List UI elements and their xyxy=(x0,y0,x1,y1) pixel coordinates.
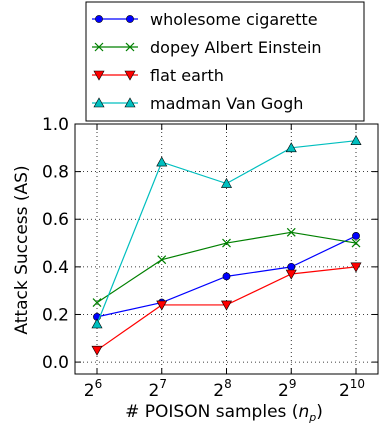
legend-marker xyxy=(94,42,104,52)
series-madman-van-gogh xyxy=(91,135,362,329)
data-point-dopey-albert-einstein xyxy=(92,298,102,307)
x-tick-label: 210 xyxy=(339,377,365,401)
x-marker-stroke xyxy=(94,42,104,52)
x-tick-exponent: 8 xyxy=(224,377,232,391)
y-tick-label: 1.0 xyxy=(42,115,69,135)
x-tick-base: 2 xyxy=(149,381,160,401)
series-layer xyxy=(91,135,362,356)
data-point-dopey-albert-einstein xyxy=(222,238,231,248)
x-tick-exponent: 6 xyxy=(95,377,103,391)
data-point-madman-van-gogh xyxy=(220,177,233,188)
x-marker-stroke xyxy=(286,227,296,237)
data-point-flat-earth xyxy=(350,262,362,273)
legend-label: wholesome cigarette xyxy=(150,10,318,29)
legend-marker xyxy=(93,70,105,81)
x-tick-base: 2 xyxy=(278,381,289,401)
legend-marker xyxy=(93,97,105,108)
legend-marker xyxy=(124,97,136,108)
x-axis-label: # POISON samples (np) xyxy=(125,402,323,424)
x-axis-label-close: ) xyxy=(316,402,323,422)
data-point-dopey-albert-einstein xyxy=(286,227,296,237)
series-dopey-albert-einstein xyxy=(92,227,361,307)
legend: wholesome cigarette dopey Albert Einstein… xyxy=(85,1,365,122)
data-point-madman-van-gogh xyxy=(350,135,362,145)
legend-entry-dopey-albert-einstein: dopey Albert Einstein xyxy=(92,38,322,57)
legend-label: flat earth xyxy=(150,66,224,85)
data-point-madman-van-gogh xyxy=(91,318,103,329)
x-tick-base: 2 xyxy=(84,381,95,401)
x-marker-stroke xyxy=(125,42,135,52)
x-marker-stroke xyxy=(222,238,231,248)
y-tick-label: 0.2 xyxy=(42,305,69,325)
x-axis-label-text: # POISON samples ( xyxy=(125,402,298,422)
legend-marker xyxy=(126,15,134,23)
data-point-flat-earth xyxy=(156,300,168,311)
legend-entry-madman-van-gogh: madman Van Gogh xyxy=(92,94,303,113)
x-tick-exponent: 10 xyxy=(350,377,365,391)
legend-entry-flat-earth: flat earth xyxy=(92,66,224,85)
x-axis-label-var: n xyxy=(298,402,309,422)
x-tick-base: 2 xyxy=(339,381,350,401)
y-tick-label: 0.0 xyxy=(42,353,69,373)
legend-label: dopey Albert Einstein xyxy=(150,38,322,57)
y-tick-label: 0.6 xyxy=(42,210,69,230)
y-axis-label: Attack Success (AS) xyxy=(12,165,32,334)
y-tick-label: 0.8 xyxy=(42,163,69,183)
series-flat-earth xyxy=(91,262,362,356)
data-point-flat-earth xyxy=(285,269,297,280)
x-tick-label: 26 xyxy=(84,377,102,401)
legend-marker xyxy=(125,42,135,52)
data-point-dopey-albert-einstein xyxy=(351,238,361,248)
legend-marker xyxy=(95,15,103,23)
x-tick-label: 28 xyxy=(213,377,231,401)
data-point-wholesome-cigarette xyxy=(287,262,296,271)
legend-label: madman Van Gogh xyxy=(150,94,303,113)
x-marker-stroke xyxy=(157,255,167,265)
data-point-madman-van-gogh xyxy=(156,156,168,167)
grid-lines xyxy=(75,123,378,374)
legend-entry-wholesome-cigarette: wholesome cigarette xyxy=(92,10,318,29)
data-point-wholesome-cigarette xyxy=(222,272,231,281)
data-point-wholesome-cigarette xyxy=(352,232,360,240)
x-marker-stroke xyxy=(92,298,102,307)
x-marker-stroke xyxy=(351,238,361,248)
data-point-madman-van-gogh xyxy=(285,142,297,153)
x-axis-label-subscript: p xyxy=(308,411,316,424)
x-tick-exponent: 9 xyxy=(289,377,297,391)
data-point-dopey-albert-einstein xyxy=(157,255,167,265)
x-tick-label: 27 xyxy=(149,377,167,401)
y-tick-label: 0.4 xyxy=(42,258,69,278)
data-point-flat-earth xyxy=(91,345,103,356)
axis-ticks: 0.00.20.40.60.81.026 27 28 29 210 xyxy=(42,115,378,401)
x-tick-exponent: 7 xyxy=(159,377,167,391)
data-point-flat-earth xyxy=(220,300,233,311)
x-tick-label: 29 xyxy=(278,377,296,401)
legend-marker xyxy=(124,70,136,81)
x-tick-base: 2 xyxy=(213,381,224,401)
